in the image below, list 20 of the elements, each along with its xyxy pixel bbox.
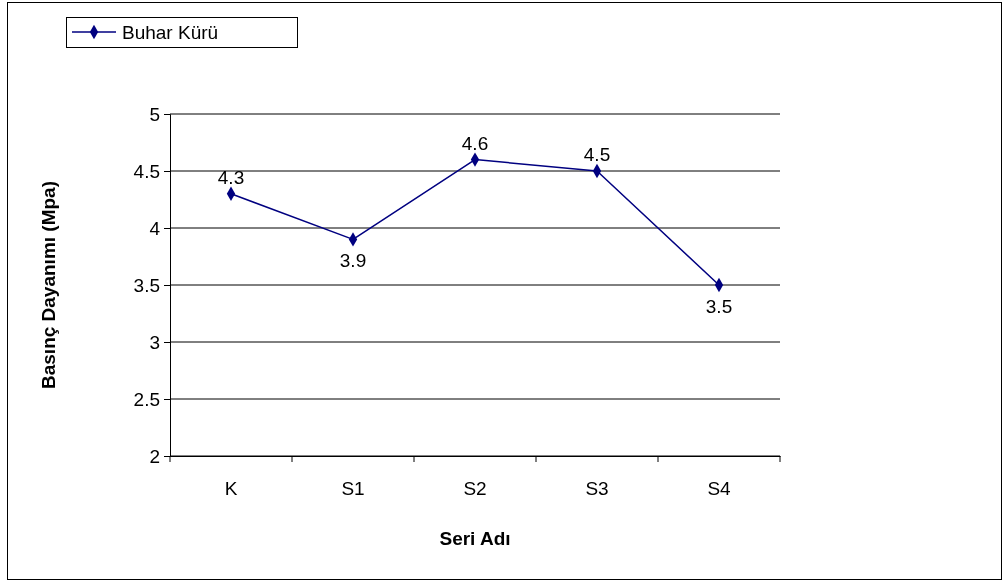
y-tick-label: 3 xyxy=(149,331,160,353)
y-tick-label: 2 xyxy=(149,445,160,467)
y-tick-label: 2.5 xyxy=(133,388,160,410)
legend-label: Buhar Kürü xyxy=(122,22,219,43)
x-tick-label: S1 xyxy=(341,478,365,500)
x-tick-label: S3 xyxy=(585,478,609,500)
x-tick-label: K xyxy=(224,478,238,500)
data-label: 4.6 xyxy=(461,132,489,154)
x-tick-label: S2 xyxy=(463,478,487,500)
y-tick-label: 3.5 xyxy=(133,274,160,296)
data-label: 3.5 xyxy=(705,296,733,317)
x-tick-label: S4 xyxy=(707,478,732,500)
data-label: 4.5 xyxy=(583,144,611,165)
data-label: 3.9 xyxy=(339,250,367,272)
y-axis-title: Basınç Dayanımı (Mpa) xyxy=(38,181,59,389)
y-tick-label: 5 xyxy=(149,103,160,125)
data-label: 4.3 xyxy=(217,166,245,188)
y-tick-label: 4 xyxy=(149,217,161,239)
x-axis-title: Seri Adı xyxy=(439,528,511,549)
y-tick-label: 4.5 xyxy=(133,160,160,182)
